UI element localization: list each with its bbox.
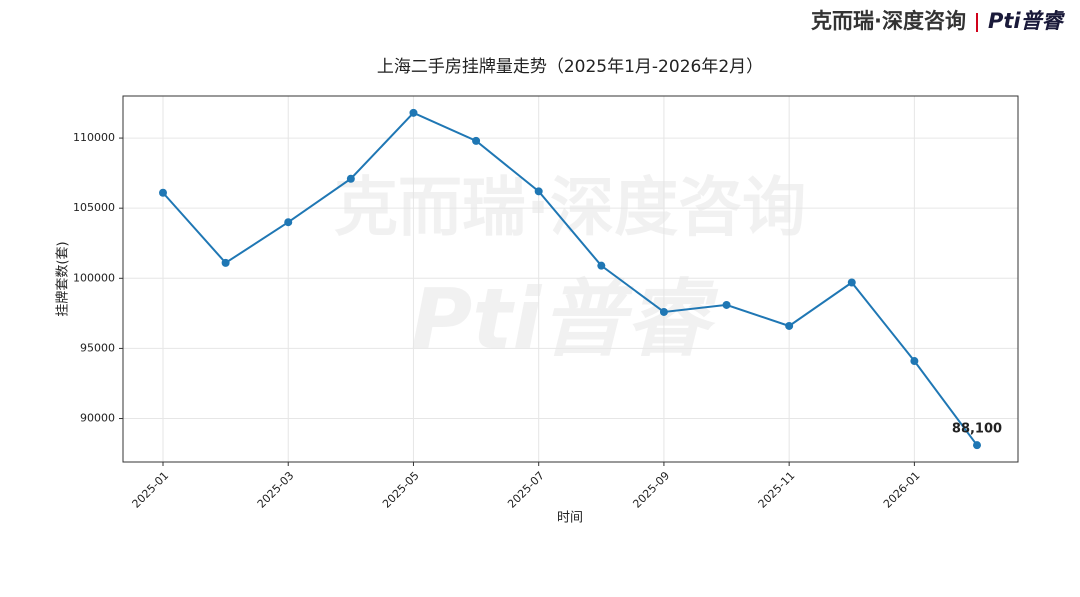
plot-frame [122, 95, 1019, 463]
point [284, 218, 293, 227]
point [847, 278, 856, 287]
line [162, 111, 978, 446]
point [221, 258, 230, 267]
brand: 克而瑞·深度咨询 [811, 9, 966, 33]
point [472, 136, 481, 145]
point [659, 307, 668, 316]
point [785, 321, 794, 330]
y-tick-label: 100000 [73, 271, 115, 284]
point [722, 300, 731, 309]
y-tick-label: 90000 [80, 412, 115, 425]
point [346, 174, 355, 183]
sub-brand: Pti普睿 [988, 9, 1066, 33]
point [973, 441, 981, 450]
y-tick-label: 105000 [73, 201, 115, 214]
y-tick-label: 95000 [80, 341, 115, 354]
point [409, 108, 418, 117]
point [534, 187, 543, 196]
y-axis-label: 挂牌套数(套) [55, 241, 71, 316]
x-axis-label: 时间 [557, 511, 583, 526]
point [910, 357, 919, 366]
watermark: Pti普睿 [411, 270, 720, 368]
chart-title: 上海二手房挂牌量走势（2025年1月-2026年2月） [377, 57, 763, 77]
point [159, 188, 167, 197]
y-tick-label: 110000 [73, 131, 115, 144]
data-label: 88,100 [952, 422, 1002, 437]
point [597, 261, 606, 270]
